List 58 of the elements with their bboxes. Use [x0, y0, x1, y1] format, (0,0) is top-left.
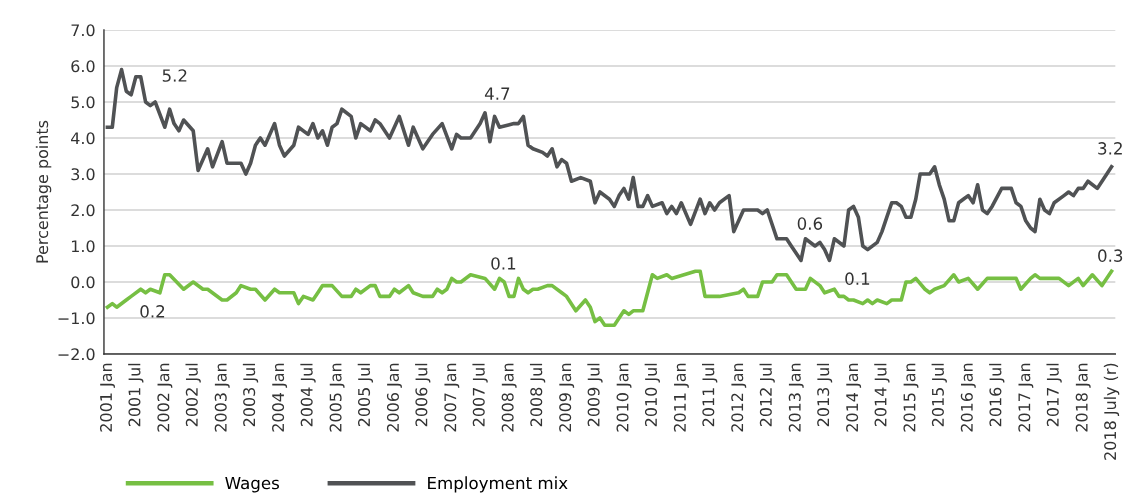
x-tick-label: 2010 Jan: [616, 363, 632, 432]
annotation: 0.6: [797, 217, 823, 230]
x-tick-label: 2010 Jul: [644, 363, 660, 427]
x-tick-label: 2011 Jan: [673, 363, 689, 432]
x-tick-label: 2001 Jan: [99, 363, 116, 432]
annotation: 4.7: [484, 87, 510, 100]
x-tick-label: 2015 Jul: [931, 363, 947, 427]
y-tick-label: 4.0: [71, 132, 95, 145]
annotation: 0.1: [491, 257, 516, 270]
x-tick-label: 2015 Jan: [903, 363, 919, 432]
x-tick-label: 2003 Jul: [242, 363, 259, 427]
y-axis-title: Percentage points: [35, 120, 52, 263]
x-tick-label: 2014 Jan: [846, 363, 862, 432]
x-tick-label: 2002 Jan: [157, 363, 173, 432]
x-tick-label: 2011 Jul: [702, 363, 718, 427]
y-tick-label: 5.0: [71, 96, 95, 109]
y-tick-label: −1.0: [58, 312, 95, 325]
x-tick-label: 2009 Jul: [587, 363, 603, 427]
x-tick-label: 2004 Jan: [272, 363, 288, 432]
x-tick-label: 2013 Jul: [816, 363, 833, 427]
x-tick-label: 2016 Jan: [960, 363, 976, 432]
x-tick-label: 2005 Jan: [329, 363, 345, 432]
x-tick-label: 2018 Jan: [1075, 363, 1091, 432]
legend-label: Wages: [225, 476, 279, 493]
x-tick-label: 2016 Jul: [989, 363, 1005, 427]
annotation: 5.2: [162, 69, 187, 82]
y-tick-label: 0.0: [71, 276, 95, 289]
y-tick-label: 3.0: [71, 168, 95, 181]
x-tick-label: 2007 Jan: [444, 363, 460, 432]
y-tick-label: 6.0: [71, 60, 95, 73]
y-tick-label: 1.0: [71, 240, 95, 253]
y-tick-label: −2.0: [58, 348, 95, 361]
annotation: 0.1: [845, 272, 870, 285]
x-tick-label: 2012 Jan: [731, 363, 747, 432]
x-tick-label: 2001 Jul: [128, 363, 144, 427]
x-tick-label: 2008 Jul: [529, 363, 546, 427]
x-tick-label: 2006 Jan: [386, 363, 402, 432]
annotation: 0.3: [1098, 249, 1123, 262]
x-tick-label: 2002 Jul: [185, 363, 201, 427]
x-tick-label: 2003 Jan: [214, 363, 230, 432]
y-tick-label: 7.0: [71, 24, 95, 37]
x-tick-label: 2004 Jul: [300, 363, 316, 427]
x-tick-label: 2009 Jan: [559, 363, 575, 432]
legend-label: Employment mix: [428, 476, 568, 493]
x-tick-label: 2006 Jul: [415, 363, 431, 427]
x-tick-label: 2014 Jul: [874, 363, 890, 427]
x-tick-label: 2005 Jul: [357, 363, 374, 427]
x-tick-label: 2012 Jul: [759, 363, 775, 427]
x-tick-label: 2017 Jan: [1018, 363, 1034, 432]
x-tick-label: 2007 Jul: [472, 363, 488, 427]
annotation: 3.2: [1098, 142, 1122, 155]
x-tick-label: 2018 July (r): [1103, 363, 1120, 460]
annotation: 0.2: [140, 305, 165, 318]
y-tick-label: 2.0: [71, 204, 95, 217]
line-series: [105, 269, 1114, 328]
x-tick-label: 2013 Jan: [788, 363, 804, 432]
x-tick-label: 2008 Jan: [501, 363, 517, 432]
x-tick-label: 2017 Jul: [1046, 363, 1062, 427]
